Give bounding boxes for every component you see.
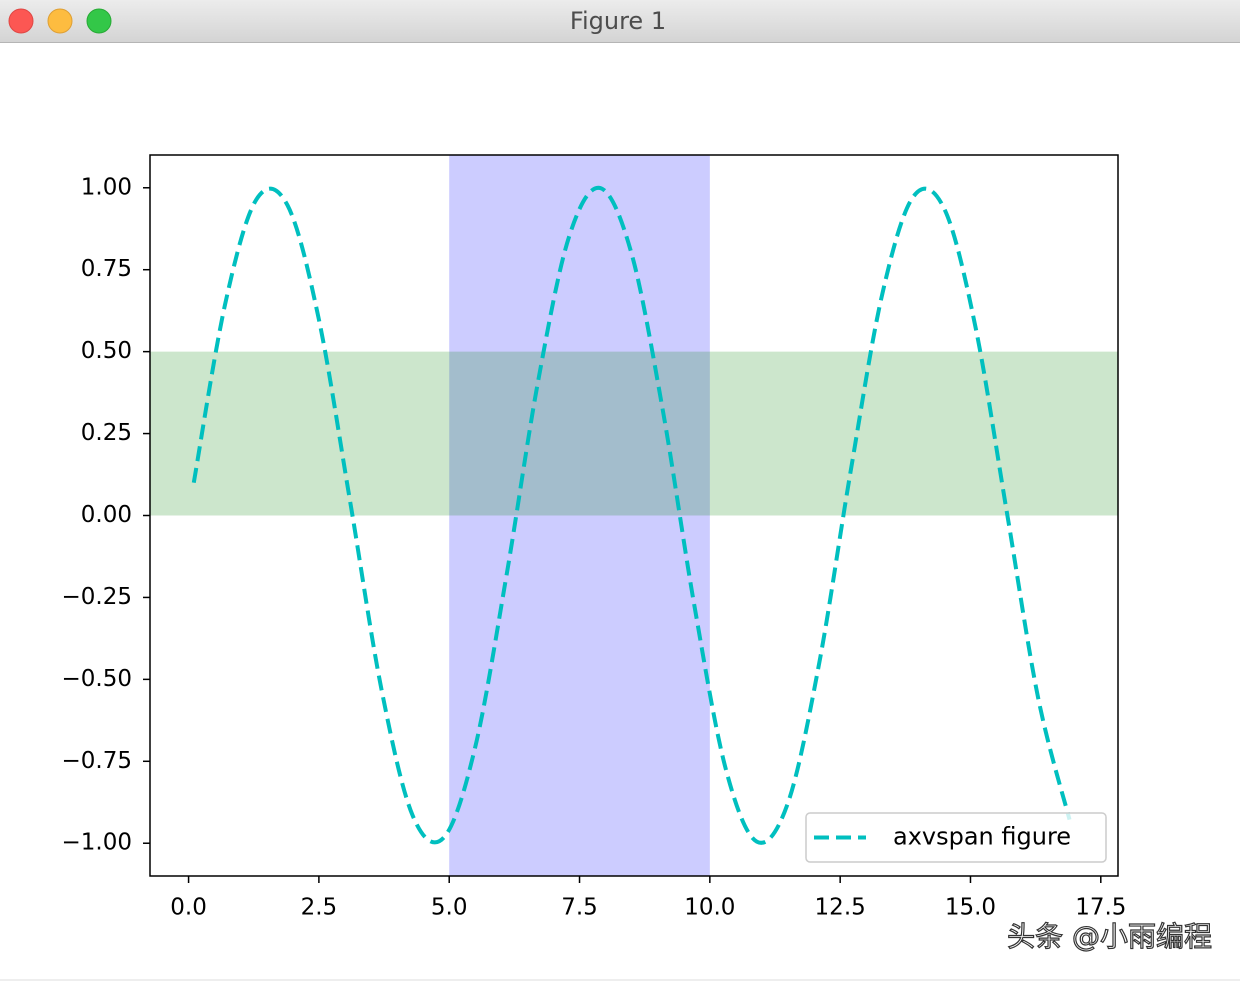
y-tick-label: −0.75: [62, 748, 132, 774]
y-tick-label: 0.25: [81, 420, 132, 446]
y-tick-label: −0.25: [62, 584, 132, 610]
y-tick-label: 0.50: [81, 338, 132, 364]
y-tick-label: −1.00: [62, 830, 132, 856]
close-button[interactable]: [8, 8, 34, 34]
legend-label: axvspan figure: [893, 823, 1071, 851]
x-tick-label: 17.5: [1075, 895, 1126, 921]
y-tick-label: 0.75: [81, 256, 132, 282]
title-bar: [0, 0, 1240, 42]
minimize-button[interactable]: [47, 8, 73, 34]
x-tick-label: 7.5: [561, 895, 598, 921]
hspan: [150, 351, 1118, 516]
axes-frame: [149, 154, 1119, 877]
watermark: 头条 @小雨编程: [1007, 920, 1212, 953]
y-tick-label: −0.50: [62, 666, 132, 692]
y-tick-label: 0.00: [81, 502, 132, 528]
zoom-button[interactable]: [86, 8, 112, 34]
legend: axvspan figure: [805, 812, 1107, 863]
x-tick-label: 12.5: [815, 895, 866, 921]
x-tick-label: 15.0: [945, 895, 996, 921]
window-title: Figure 1: [570, 7, 666, 35]
vspan: [449, 155, 710, 876]
x-tick-label: 10.0: [684, 895, 735, 921]
legend-box: [805, 812, 1107, 863]
data-line: [191, 185, 1072, 845]
x-tick-label: 2.5: [301, 895, 338, 921]
x-tick-label: 0.0: [170, 895, 207, 921]
y-tick-label: 1.00: [81, 174, 132, 200]
x-tick-label: 5.0: [431, 895, 468, 921]
